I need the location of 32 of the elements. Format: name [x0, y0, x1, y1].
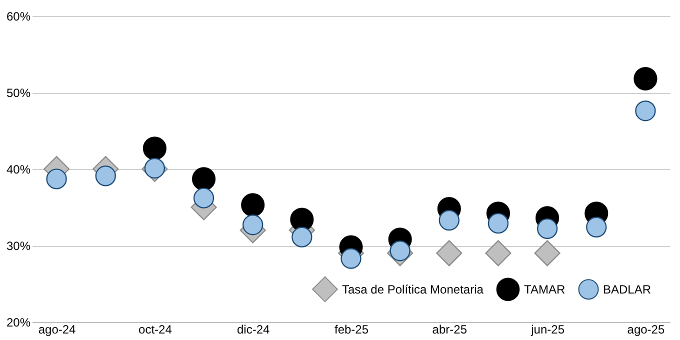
x-tick-label: dic-24	[237, 322, 270, 336]
x-tick-label: oct-24	[138, 322, 172, 336]
x-tick-label: abr-25	[432, 322, 468, 336]
point	[634, 66, 658, 90]
point	[436, 240, 462, 266]
point	[95, 166, 116, 186]
point	[241, 193, 265, 217]
point	[635, 100, 656, 122]
x-tick-label: ago-24	[38, 322, 76, 336]
point	[390, 240, 410, 262]
point	[586, 216, 607, 238]
y-tick-label: 40%	[6, 162, 31, 176]
point	[536, 218, 558, 239]
legend-label: TAMAR	[524, 282, 566, 296]
point	[488, 212, 509, 234]
point	[192, 167, 216, 191]
x-tick-label: feb-25	[334, 322, 369, 336]
point	[534, 240, 560, 266]
y-tick-label: 50%	[6, 86, 31, 100]
y-tick-label: 60%	[6, 10, 31, 24]
point	[142, 136, 166, 160]
y-tick-label: 20%	[6, 316, 31, 330]
point	[242, 214, 264, 236]
y-tick-label: 30%	[6, 239, 31, 253]
point	[438, 210, 460, 231]
x-tick-label: jun-25	[530, 322, 565, 336]
point	[193, 188, 214, 208]
point	[46, 168, 67, 190]
legend-label: BADLAR	[603, 282, 652, 296]
legend-label: Tasa de Política Monetaria	[342, 282, 484, 296]
point	[485, 240, 512, 266]
x-tick-label: ago-25	[627, 322, 665, 336]
